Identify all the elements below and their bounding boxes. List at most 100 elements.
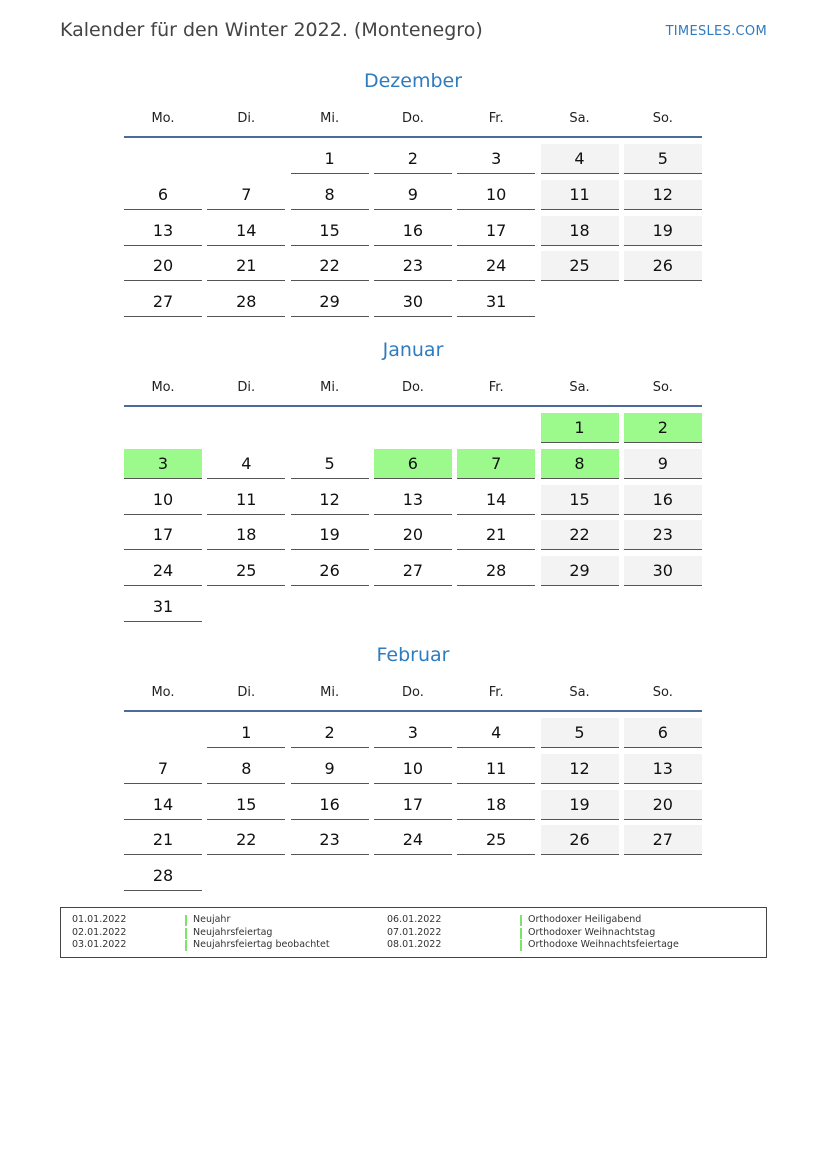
day-cell[interactable]: 4 [457,718,536,748]
day-cell[interactable]: 25 [457,825,536,856]
day-cell[interactable]: 20 [623,789,702,820]
day-cell[interactable]: 18 [457,790,536,820]
day-cell[interactable]: 25 [207,556,286,587]
day-cell[interactable]: 16 [290,790,369,820]
day-cell[interactable]: 21 [124,825,202,856]
day-cell[interactable]: 18 [540,215,619,246]
day-cell[interactable]: 7 [207,180,286,210]
day-cell[interactable]: 14 [457,485,536,515]
day-cell[interactable]: 1 [207,718,286,748]
day-cell[interactable]: 19 [540,789,619,820]
day-cell[interactable]: 14 [207,216,286,246]
legend-color-marker [185,927,187,939]
day-cell[interactable]: 17 [457,216,536,246]
day-cell[interactable]: 7 [124,754,202,784]
day-cell[interactable]: 23 [373,251,452,282]
day-cell[interactable]: 15 [540,484,619,515]
day-cell[interactable]: 27 [623,825,702,856]
day-cell[interactable]: 31 [457,287,536,318]
day-cell[interactable]: 3 [457,144,536,174]
brand-link[interactable]: TIMESLES.COM [665,24,767,39]
day-cell[interactable]: 24 [373,825,452,856]
day-cell[interactable]: 16 [373,216,452,246]
day-cell[interactable]: 10 [124,485,202,515]
day-cell[interactable]: 14 [124,790,202,820]
legend-color-marker [520,940,522,951]
day-cell[interactable]: 11 [540,179,619,210]
day-cell[interactable]: 26 [290,556,369,587]
day-cell[interactable]: 23 [623,520,702,551]
day-cell[interactable]: 27 [373,556,452,587]
day-cell[interactable]: 15 [207,790,286,820]
day-cell[interactable]: 20 [373,520,452,551]
day-cell[interactable]: 17 [373,790,452,820]
day-cell[interactable]: 19 [623,215,702,246]
day-cell[interactable]: 8 [540,448,619,479]
day-cell[interactable]: 24 [124,556,202,587]
day-cell[interactable]: 2 [373,144,452,174]
day-cell[interactable]: 3 [373,718,452,748]
weekday-header: Mi. [320,685,340,700]
day-cell[interactable]: 7 [457,448,536,479]
weekday-header: So. [652,111,673,126]
weekday-header: Sa. [569,685,590,700]
day-cell[interactable]: 28 [457,556,536,587]
day-cell[interactable]: 30 [623,556,702,587]
day-cell[interactable]: 4 [540,144,619,174]
day-cell[interactable]: 22 [207,825,286,856]
weekday-header: So. [652,380,673,395]
day-cell[interactable]: 6 [124,180,202,210]
day-cell[interactable]: 12 [623,179,702,210]
day-cell[interactable]: 9 [373,180,452,210]
holiday-legend: 01.01.2022 Neujahr 02.01.2022 Neujahrsfeier… [60,907,767,958]
day-cell[interactable]: 28 [207,287,286,318]
day-cell[interactable]: 19 [290,520,369,551]
day-cell[interactable]: 28 [124,861,202,892]
legend-holiday-name: Orthodoxer Heiligabend [528,914,642,925]
day-cell[interactable]: 4 [207,449,286,479]
day-cell[interactable]: 24 [457,251,536,282]
day-cell[interactable]: 2 [623,413,702,443]
day-cell[interactable]: 13 [124,216,202,246]
day-cell[interactable]: 29 [290,287,369,318]
day-cell[interactable]: 9 [290,754,369,784]
day-cell[interactable]: 23 [290,825,369,856]
day-cell[interactable]: 21 [457,520,536,551]
day-cell[interactable]: 20 [124,251,202,282]
day-cell[interactable]: 26 [623,251,702,282]
day-cell[interactable]: 10 [457,180,536,210]
day-cell[interactable]: 5 [290,449,369,479]
day-cell[interactable]: 1 [290,144,369,174]
day-cell[interactable]: 16 [623,484,702,515]
day-cell[interactable]: 10 [373,754,452,784]
day-cell[interactable]: 22 [290,251,369,282]
day-cell[interactable]: 11 [207,485,286,515]
day-cell[interactable]: 30 [373,287,452,318]
day-cell[interactable]: 8 [207,754,286,784]
day-cell[interactable]: 21 [207,251,286,282]
day-cell[interactable]: 12 [290,485,369,515]
day-cell[interactable]: 17 [124,520,202,551]
day-cell[interactable]: 13 [623,753,702,784]
day-cell[interactable]: 12 [540,753,619,784]
day-cell[interactable]: 5 [623,144,702,174]
day-cell[interactable]: 18 [207,520,286,551]
day-cell[interactable]: 27 [124,287,202,318]
day-cell[interactable]: 5 [540,718,619,748]
day-cell[interactable]: 2 [290,718,369,748]
day-cell[interactable]: 6 [373,448,452,479]
legend-date: 01.01.2022 [72,914,127,925]
day-cell[interactable]: 11 [457,754,536,784]
day-cell[interactable]: 8 [290,180,369,210]
day-cell[interactable]: 6 [623,718,702,748]
day-cell[interactable]: 22 [540,520,619,551]
day-cell[interactable]: 1 [540,413,619,443]
day-cell[interactable]: 31 [124,592,202,622]
day-cell[interactable]: 25 [540,251,619,282]
day-cell[interactable]: 29 [540,556,619,587]
day-cell[interactable]: 26 [540,825,619,856]
day-cell[interactable]: 15 [290,216,369,246]
day-cell[interactable]: 13 [373,485,452,515]
day-cell[interactable]: 3 [124,448,202,479]
day-cell[interactable]: 9 [623,448,702,479]
